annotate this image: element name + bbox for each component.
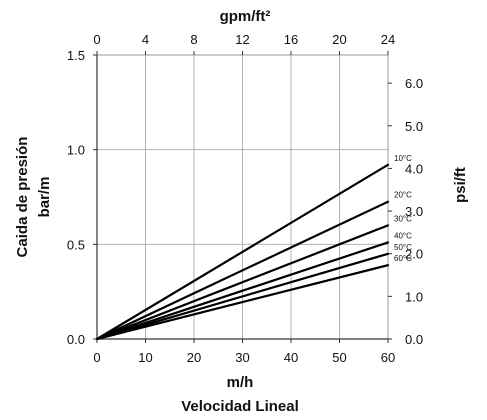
x2-tick-label: 4: [142, 32, 149, 47]
series-label: 20°C: [394, 191, 412, 200]
series-label: 10°C: [394, 154, 412, 163]
series-label: 30°C: [394, 214, 412, 223]
y2-tick-label: 0.0: [405, 332, 423, 347]
y-tick-label: 1.0: [67, 143, 85, 158]
y2-tick-label: 3.0: [405, 204, 423, 219]
tick-labels: 0 10 20 30 40 50 60 0 4 8 12 16 20 24 0.0 0.5 1.0 1.5 0.0 1…: [67, 32, 423, 365]
y2-tick-label: 6.0: [405, 76, 423, 91]
series-line: [95, 163, 390, 341]
x2-tick-label: 20: [332, 32, 346, 47]
grid: [93, 51, 392, 343]
x-axis-subtitle: Velocidad Lineal: [181, 398, 299, 415]
series-label: 60°C: [394, 254, 412, 263]
x-tick-label: 40: [284, 350, 298, 365]
x2-tick-label: 8: [190, 32, 197, 47]
x2-axis-title: gpm/ft²: [220, 8, 271, 25]
y2-tick-label: 2.0: [405, 247, 423, 262]
series-line: [95, 252, 390, 341]
y-tick-label: 0.5: [67, 237, 85, 252]
series-labels: 10°C 20°C 30°C 40°C 50°C 60°C: [394, 154, 412, 263]
series-line: [95, 224, 390, 341]
y-axis-title-line2: bar/m: [36, 177, 53, 218]
x-tick-label: 60: [381, 350, 395, 365]
series-line: [95, 264, 390, 341]
y2-tick-label: 4.0: [405, 161, 423, 176]
y2-axis-title: psi/ft: [452, 167, 469, 203]
x-tick-label: 30: [235, 350, 249, 365]
x-tick-label: 20: [187, 350, 201, 365]
y-tick-label: 0.0: [67, 332, 85, 347]
series-label: 40°C: [394, 231, 412, 240]
y2-tick-label: 1.0: [405, 289, 423, 304]
x2-tick-label: 16: [284, 32, 298, 47]
x2-tick-label: 24: [381, 32, 395, 47]
x2-tick-label: 12: [235, 32, 249, 47]
y-tick-label: 1.5: [67, 48, 85, 63]
series-label: 50°C: [394, 243, 412, 252]
y-axis-title-line1: Caida de presión: [14, 137, 31, 258]
x-axis-title: m/h: [227, 374, 254, 391]
x-tick-label: 0: [93, 350, 100, 365]
x2-tick-label: 0: [93, 32, 100, 47]
series-line: [95, 241, 390, 341]
series-group: [95, 163, 390, 341]
series-line: [95, 200, 390, 341]
y2-tick-label: 5.0: [405, 119, 423, 134]
x-tick-label: 50: [332, 350, 346, 365]
x-tick-label: 10: [138, 350, 152, 365]
